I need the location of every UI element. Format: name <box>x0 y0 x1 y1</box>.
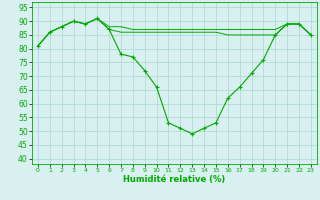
X-axis label: Humidité relative (%): Humidité relative (%) <box>123 175 226 184</box>
